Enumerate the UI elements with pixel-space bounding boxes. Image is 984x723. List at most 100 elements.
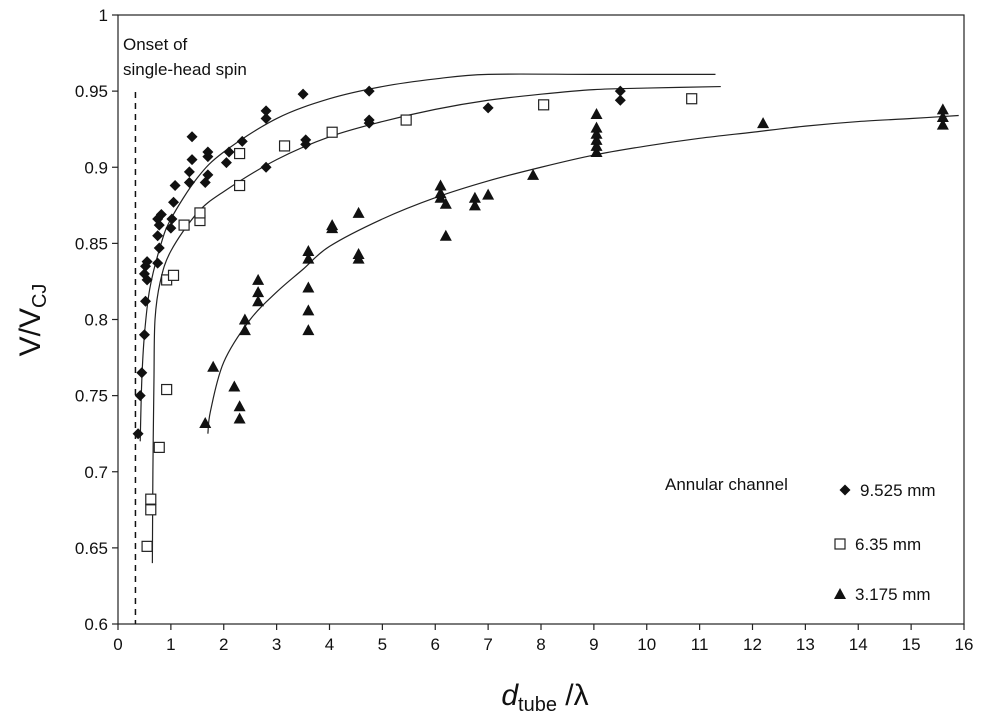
x-tick-label-4: 4 [325,635,334,654]
data-point-s2-24 [439,197,452,209]
data-point-s2-30 [590,139,603,151]
data-point-s2-35 [757,117,770,129]
x-tick-label-1: 1 [166,635,175,654]
data-points [132,85,949,552]
data-point-s2-27 [482,188,495,200]
data-point-s2-19 [352,206,365,218]
data-point-s0-27 [220,157,232,169]
legend-marker-diamond-shape [839,484,851,496]
data-point-s2-0 [199,417,212,429]
data-point-s0-8 [141,256,153,268]
data-point-s0-0 [132,428,144,440]
data-point-s1-14 [400,114,412,126]
data-point-s0-35 [297,88,309,100]
data-point-s0-20 [183,166,195,178]
data-point-s2-36 [936,118,949,130]
data-point-s2-16 [326,219,339,231]
legend-marker-diamond [839,484,851,496]
y-tick-label-4: 0.8 [84,311,108,330]
data-point-s2-14 [302,244,315,256]
data-point-s2-22 [434,179,447,191]
data-point-s2-9 [252,273,265,285]
data-point-s2-10 [302,324,315,336]
x-tick-label-13: 13 [796,635,815,654]
data-point-s2-18 [352,248,365,260]
data-point-s2-23 [439,229,452,241]
y-axis-label-sub: CJ [29,284,51,308]
fit-curve-1 [151,85,721,564]
data-point-s2-3 [233,412,246,424]
fit-curve-2 [207,114,959,434]
x-tick-label-2: 2 [219,635,228,654]
data-point-s0-10 [153,242,165,254]
x-tick-label-11: 11 [691,635,709,654]
y-tick-label-3: 0.75 [75,387,108,406]
x-tick-label-10: 10 [637,635,656,654]
data-point-s0-17 [168,196,180,208]
x-tick-label-9: 9 [589,635,598,654]
data-point-s1-0 [141,540,153,552]
data-point-s0-24 [202,169,214,181]
x-tick-label-15: 15 [902,635,921,654]
data-point-s2-5 [238,324,251,336]
x-tick-label-16: 16 [955,635,974,654]
legend: Annular channel 9.525 mm 6.35 mm 3.175 m… [665,475,936,604]
y-tick-label-1: 0.65 [75,539,108,558]
x-tick-label-5: 5 [378,635,387,654]
data-point-s1-12 [278,140,291,152]
y-tick-label-5: 0.85 [75,234,108,253]
data-point-s0-34 [300,134,312,146]
data-point-s0-31 [260,113,272,125]
legend-marker-triangle [834,588,846,599]
data-point-s0-15 [165,222,177,234]
data-point-s1-15 [538,99,550,111]
x-tick-label-6: 6 [431,635,440,654]
data-point-s2-25 [468,199,481,211]
data-point-s0-32 [260,105,272,117]
onset-annotation-line1: Onset of [123,35,188,54]
legend-marker-triangle-shape [834,588,846,599]
data-point-s2-11 [302,304,315,316]
data-point-s1-11 [234,147,246,160]
data-point-s1-6 [167,269,180,281]
data-point-s0-4 [139,295,151,307]
data-point-s0-22 [186,131,198,143]
data-point-s2-31 [590,133,603,145]
data-point-s2-12 [302,281,315,293]
data-point-s0-26 [202,146,214,158]
y-axis-label-main: V/V [14,308,47,356]
data-point-s2-4 [233,400,246,412]
x-tick-label-3: 3 [272,635,281,654]
data-point-s0-41 [614,85,626,97]
x-axis-label-main: d [501,679,519,712]
data-point-s2-37 [936,111,949,123]
onset-annotation-line2: single-head spin [123,60,247,79]
data-point-s2-1 [207,360,220,372]
data-point-s2-33 [590,121,603,133]
y-axis: 0.6 0.65 0.7 0.75 0.8 0.85 0.9 0.95 1 [75,6,118,634]
y-tick-label-0: 0.6 [84,615,108,634]
data-point-s0-16 [166,213,178,225]
data-point-s0-29 [236,135,248,147]
x-axis-label-suffix: /λ [557,679,589,712]
data-point-s0-14 [155,208,167,220]
y-tick-label-2: 0.7 [84,463,108,482]
y-tick-label-7: 0.95 [75,82,108,101]
data-point-s0-6 [138,268,150,280]
data-point-s0-21 [186,154,198,166]
legend-label-2: 3.175 mm [855,585,931,604]
data-point-s2-26 [468,191,481,203]
legend-marker-square [834,538,846,550]
data-point-s0-39 [482,102,494,114]
data-point-s0-37 [363,114,375,126]
data-point-s0-30 [260,161,272,173]
data-point-s1-7 [178,219,190,231]
y-axis-label: V/VCJ [14,284,51,357]
data-point-s2-28 [527,168,540,180]
legend-marker-square-shape [834,538,846,550]
data-point-s0-3 [138,329,150,341]
data-point-s2-2 [228,380,241,392]
legend-label-0: 9.525 mm [860,481,936,500]
data-point-s2-21 [434,187,447,199]
y-tick-label-8: 1 [99,6,108,25]
